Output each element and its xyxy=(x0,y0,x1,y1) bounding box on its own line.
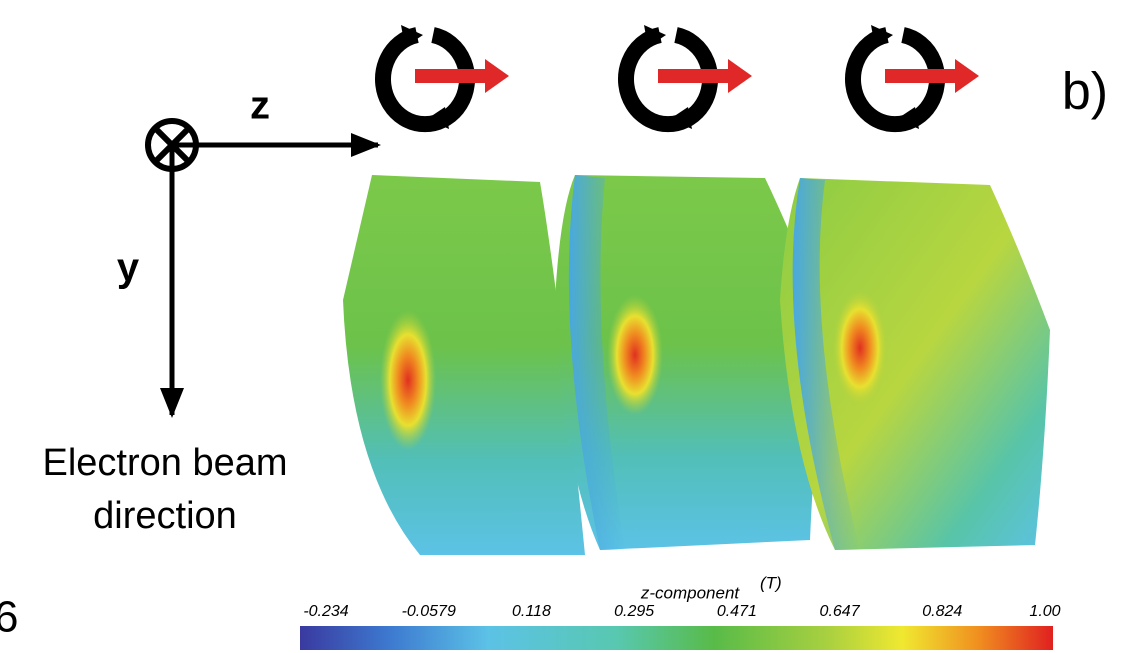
field-render xyxy=(343,175,1050,555)
y-label: y xyxy=(117,246,140,290)
page-number: 6 xyxy=(0,593,18,642)
panel-label: b) xyxy=(1062,63,1108,121)
colorbar-tick-label: 0.118 xyxy=(512,603,551,620)
cylinder-edge xyxy=(792,178,860,550)
cylinder xyxy=(343,175,585,555)
beam-label: Electron beam xyxy=(42,442,287,484)
colorbar: z-component (T) -0.234 -0.0579 0.118 0.295 0… xyxy=(300,573,1061,650)
hot-spot xyxy=(380,310,436,450)
colorbar-tick-label: 0.824 xyxy=(922,603,962,620)
colorbar-scale xyxy=(300,626,1053,650)
cylinder xyxy=(780,178,1050,550)
colorbar-tick-label: 1.00 xyxy=(1029,603,1060,620)
hot-spot xyxy=(832,288,888,408)
cylinder xyxy=(555,175,830,550)
cylinder-edge xyxy=(568,175,625,550)
colorbar-tick-label: 0.295 xyxy=(614,603,654,620)
colorbar-tick-label: -0.234 xyxy=(303,603,348,620)
beam-label: direction xyxy=(93,495,237,537)
colorbar-unit: (T) xyxy=(760,573,782,592)
colorbar-tick-label: 0.647 xyxy=(820,603,861,620)
hot-spot xyxy=(607,295,663,415)
rotation-icon xyxy=(853,25,979,129)
rotation-icons xyxy=(383,25,979,129)
z-label: z xyxy=(250,84,270,128)
colorbar-tick-label: 0.471 xyxy=(717,603,757,620)
colorbar-tick-label: -0.0579 xyxy=(402,603,456,620)
axes: z y Electron beam direction xyxy=(42,84,381,537)
colorbar-title: z-component xyxy=(640,583,741,602)
rotation-icon xyxy=(626,25,752,129)
rotation-icon xyxy=(383,25,509,129)
